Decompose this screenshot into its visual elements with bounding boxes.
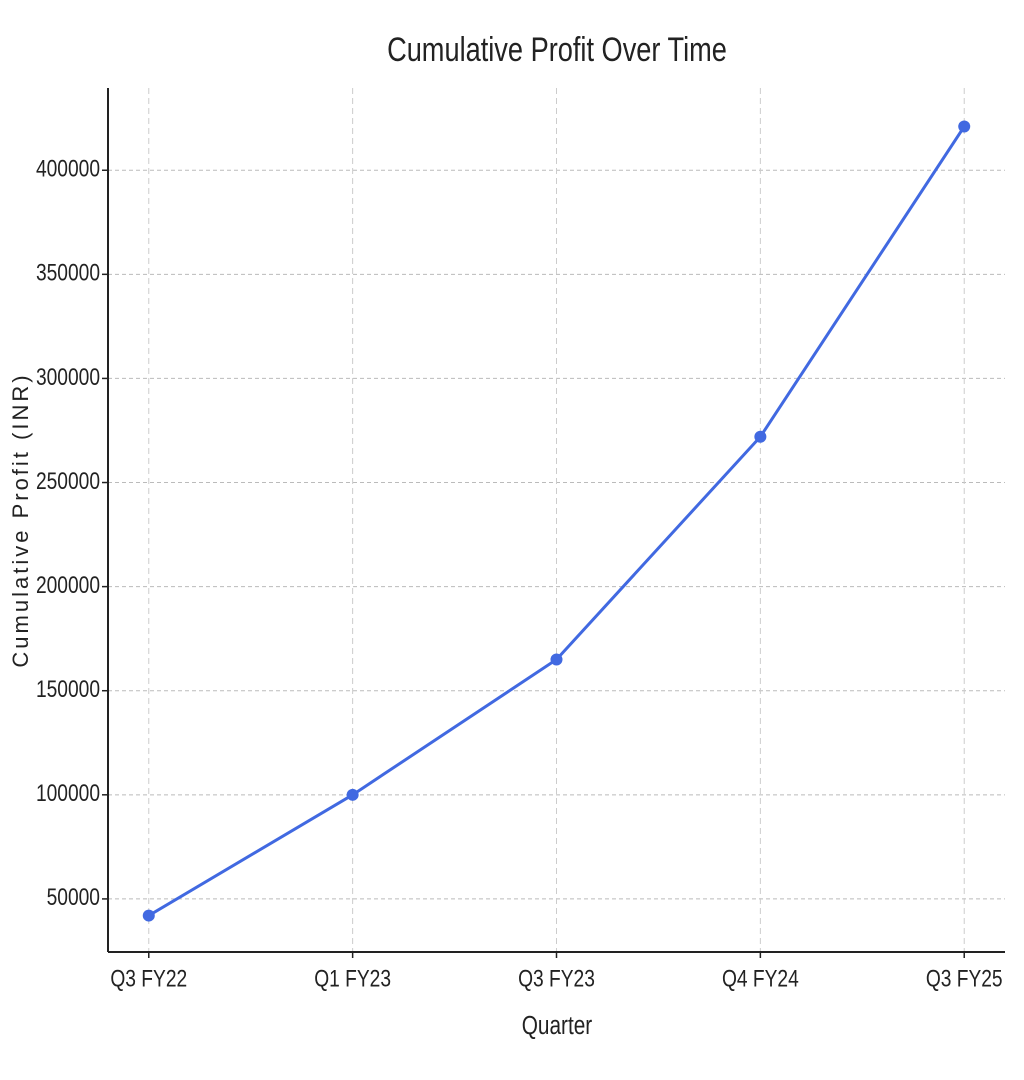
x-tick-label: Q4 FY24 (722, 964, 799, 992)
chart-title: Cumulative Profit Over Time (387, 30, 727, 69)
x-tick-label: Q3 FY23 (518, 964, 595, 992)
x-axis-label: Quarter (522, 1011, 593, 1040)
y-tick-label: 100000 (36, 779, 100, 807)
y-tick-label: 350000 (36, 259, 100, 287)
y-tick-label: 400000 (36, 154, 100, 182)
point (958, 120, 971, 133)
point (754, 430, 767, 443)
y-tick-label: 200000 (36, 571, 100, 599)
y-axis-label: Cumulative Profit (INR) (8, 372, 33, 667)
y-tick-label: 300000 (36, 363, 100, 391)
point (550, 653, 563, 666)
x-tick-label: Q3 FY25 (926, 964, 1003, 992)
point (346, 788, 359, 801)
point (142, 909, 155, 922)
y-tick-label: 150000 (36, 675, 100, 703)
y-tick-label: 250000 (36, 467, 100, 495)
x-tick-label: Q1 FY23 (314, 964, 391, 992)
x-tick-label: Q3 FY22 (110, 964, 187, 992)
y-tick-label: 50000 (47, 883, 100, 911)
